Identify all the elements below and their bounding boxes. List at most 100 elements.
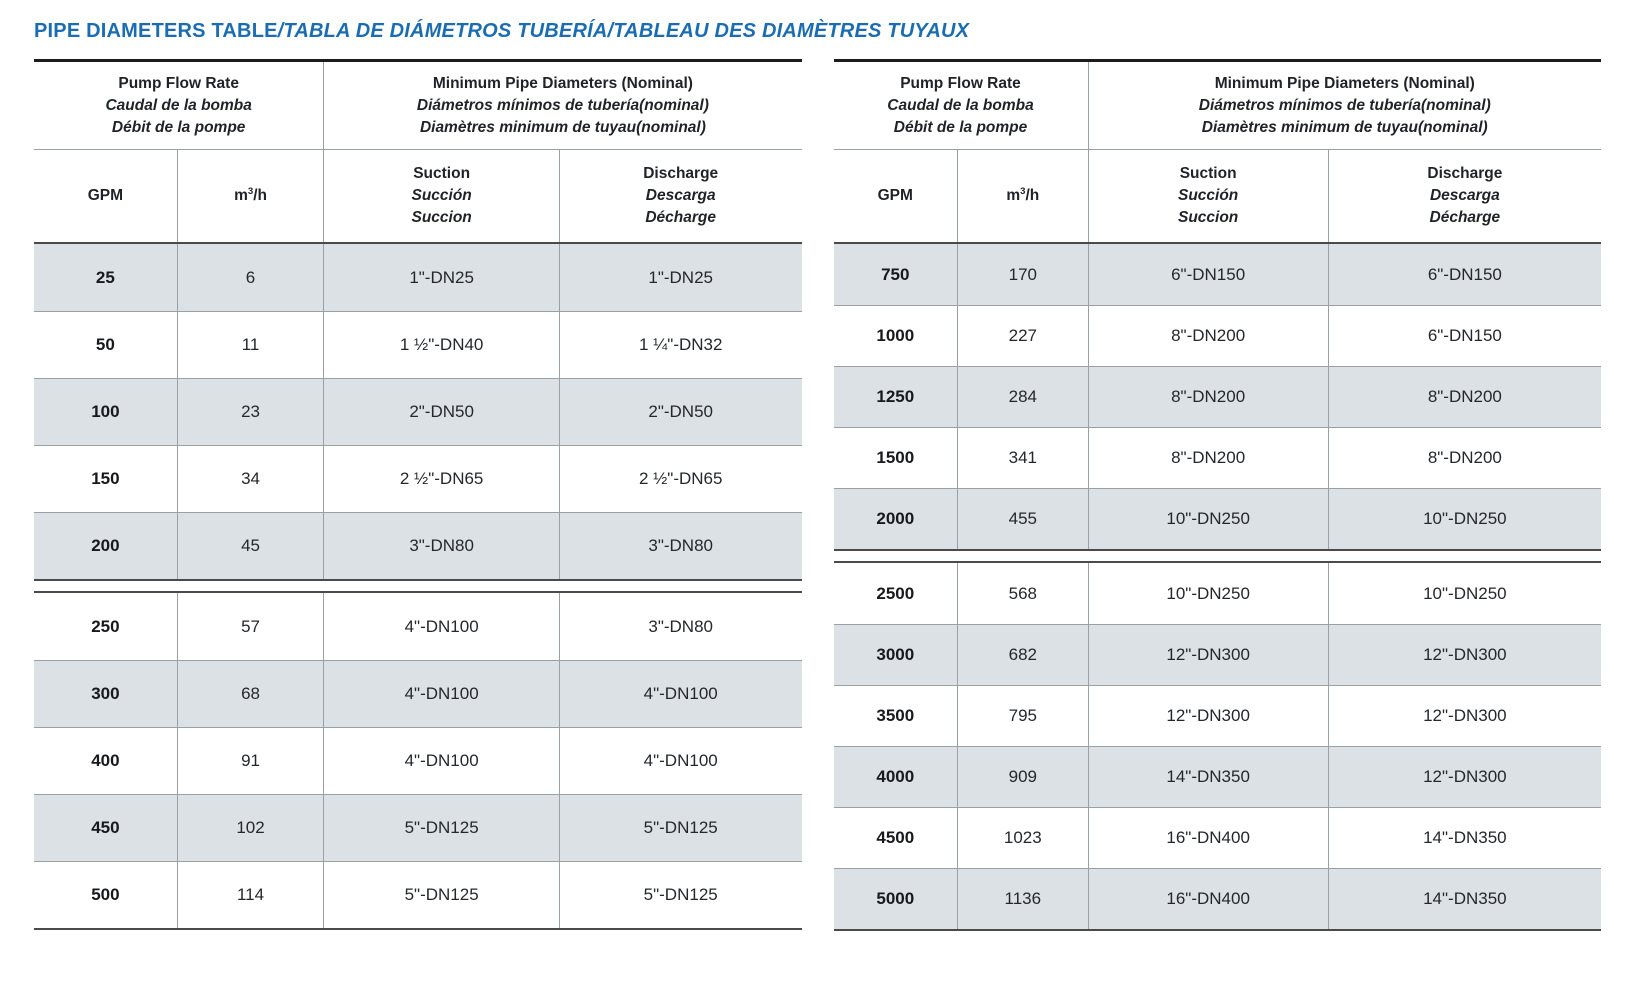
table-row: 400 91 4"-DN100 4"-DN100 [34, 727, 802, 794]
cell-m3h: 170 [957, 244, 1087, 305]
cell-gpm: 25 [95, 267, 115, 287]
cell-m3h: 284 [957, 367, 1087, 427]
header-diam-es: Diámetros mínimos de tubería(nominal) [416, 96, 709, 114]
cell-m3h: 114 [176, 862, 324, 928]
col-header-gpm: GPM [877, 187, 913, 204]
table-row: 4000 909 14"-DN350 12"-DN300 [833, 746, 1601, 807]
cell-discharge: 1 ¼"-DN32 [558, 312, 802, 378]
cell-suction: 2 ½"-DN65 [323, 446, 559, 512]
header-group-row: Pump Flow Rate Caudal de la bomba Débit … [34, 62, 802, 150]
header-diam-en: Minimum Pipe Diameters (Nominal) [1214, 74, 1475, 92]
table-row: 2000 455 10"-DN250 10"-DN250 [833, 488, 1601, 549]
cell-suction: 3"-DN80 [323, 513, 559, 579]
header-pump-flow-rate: Pump Flow Rate Caudal de la bomba Débit … [834, 62, 1088, 149]
cell-discharge: 8"-DN200 [1327, 428, 1601, 488]
cell-discharge: 12"-DN300 [1327, 625, 1601, 685]
cell-gpm: 1500 [876, 448, 915, 467]
cell-suction: 10"-DN250 [1087, 489, 1328, 549]
cell-suction: 4"-DN100 [323, 593, 559, 660]
header-diam-fr: Diamètres minimum de tuyau(nominal) [1201, 118, 1488, 136]
cell-gpm: 400 [91, 751, 120, 770]
pipe-table-left: Pump Flow Rate Caudal de la bomba Débit … [34, 59, 802, 930]
cell-suction: 4"-DN100 [323, 661, 559, 727]
cell-suction: 2"-DN50 [323, 379, 559, 445]
table-header: Pump Flow Rate Caudal de la bomba Débit … [833, 59, 1601, 244]
col-header-m3h: m3/h [176, 150, 324, 242]
table-row: 1500 341 8"-DN200 8"-DN200 [833, 427, 1601, 488]
table-row: 25 6 1"-DN25 1"-DN25 [34, 244, 802, 311]
table-row: 150 34 2 ½"-DN65 2 ½"-DN65 [34, 445, 802, 512]
cell-m3h: 11 [176, 312, 324, 378]
column-header-row: GPM m3/h Suction Succión Succion Dischar… [34, 150, 802, 242]
table-row: 5000 1136 16"-DN400 14"-DN350 [833, 868, 1601, 929]
cell-suction: 5"-DN125 [323, 862, 559, 928]
header-group-row: Pump Flow Rate Caudal de la bomba Débit … [833, 62, 1601, 150]
cell-m3h: 682 [957, 625, 1087, 685]
header-flow-en: Pump Flow Rate [118, 74, 239, 92]
table-row: 300 68 4"-DN100 4"-DN100 [34, 660, 802, 727]
cell-suction: 5"-DN125 [323, 795, 559, 861]
header-diam-fr: Diamètres minimum de tuyau(nominal) [419, 118, 706, 136]
cell-m3h: 102 [176, 795, 324, 861]
cell-suction: 1"-DN25 [323, 244, 559, 311]
cell-suction: 8"-DN200 [1087, 306, 1328, 366]
table-row: 3500 795 12"-DN300 12"-DN300 [833, 685, 1601, 746]
cell-gpm: 500 [91, 885, 120, 904]
header-min-pipe-diameters: Minimum Pipe Diameters (Nominal) Diámetr… [323, 62, 801, 149]
page-title-intl: /TABLA DE DIÁMETROS TUBERÍA/TABLEAU DES … [277, 20, 970, 42]
cell-discharge: 14"-DN350 [1327, 869, 1601, 929]
cell-m3h: 455 [957, 489, 1087, 549]
cell-suction: 8"-DN200 [1087, 428, 1328, 488]
cell-gpm: 5000 [876, 889, 915, 908]
cell-gpm: 450 [91, 818, 120, 837]
col-header-gpm: GPM [87, 187, 124, 204]
cell-m3h: 568 [957, 563, 1087, 624]
header-flow-fr: Débit de la pompe [893, 118, 1028, 136]
cell-gpm: 2500 [876, 583, 915, 603]
header-flow-es: Caudal de la bomba [887, 96, 1034, 114]
table-row: 4500 1023 16"-DN400 14"-DN350 [833, 807, 1601, 868]
header-diam-es: Diámetros mínimos de tubería(nominal) [1198, 96, 1491, 114]
cell-suction: 8"-DN200 [1087, 367, 1328, 427]
cell-discharge: 14"-DN350 [1327, 808, 1601, 868]
header-flow-en: Pump Flow Rate [900, 74, 1021, 92]
cell-gpm: 150 [91, 469, 120, 488]
cell-m3h: 68 [176, 661, 324, 727]
cell-m3h: 227 [957, 306, 1087, 366]
cell-m3h: 45 [176, 513, 324, 579]
cell-discharge: 5"-DN125 [558, 862, 802, 928]
cell-discharge: 12"-DN300 [1327, 686, 1601, 746]
table-row: 100 23 2"-DN50 2"-DN50 [34, 378, 802, 445]
cell-gpm: 3000 [876, 645, 915, 664]
tables-wrap: Pump Flow Rate Caudal de la bomba Débit … [34, 59, 1601, 931]
table-row: 450 102 5"-DN125 5"-DN125 [34, 794, 802, 861]
header-flow-es: Caudal de la bomba [105, 96, 252, 114]
pipe-table-right: Pump Flow Rate Caudal de la bomba Débit … [833, 59, 1601, 931]
cell-m3h: 91 [176, 728, 324, 794]
cell-gpm: 4500 [876, 828, 915, 847]
cell-suction: 16"-DN400 [1087, 869, 1328, 929]
table-row: 1000 227 8"-DN200 6"-DN150 [833, 305, 1601, 366]
header-pump-flow-rate: Pump Flow Rate Caudal de la bomba Débit … [34, 62, 323, 149]
table-section: 25 6 1"-DN25 1"-DN25 50 11 1 ½"-DN40 1 ¼"-DN32 1… [34, 244, 802, 581]
page-title: PIPE DIAMETERS TABLE/TABLA DE DIÁMETROS … [34, 20, 1601, 43]
cell-m3h: 909 [957, 747, 1087, 807]
cell-m3h: 6 [176, 244, 324, 311]
cell-gpm: 750 [881, 264, 910, 284]
cell-gpm: 250 [91, 616, 120, 636]
cell-gpm: 100 [91, 402, 120, 421]
table-row: 250 57 4"-DN100 3"-DN80 [34, 593, 802, 660]
col-header-m3h: m3/h [957, 150, 1087, 242]
cell-discharge: 8"-DN200 [1327, 367, 1601, 427]
cell-m3h: 341 [957, 428, 1087, 488]
cell-discharge: 2 ½"-DN65 [558, 446, 802, 512]
table-body: 750 170 6"-DN150 6"-DN150 1000 227 8"-DN200 6"-… [833, 244, 1601, 931]
cell-m3h: 23 [176, 379, 324, 445]
table-header: Pump Flow Rate Caudal de la bomba Débit … [34, 59, 802, 244]
cell-m3h: 34 [176, 446, 324, 512]
table-row: 1250 284 8"-DN200 8"-DN200 [833, 366, 1601, 427]
cell-discharge: 4"-DN100 [558, 661, 802, 727]
cell-discharge: 10"-DN250 [1327, 489, 1601, 549]
cell-suction: 16"-DN400 [1087, 808, 1328, 868]
